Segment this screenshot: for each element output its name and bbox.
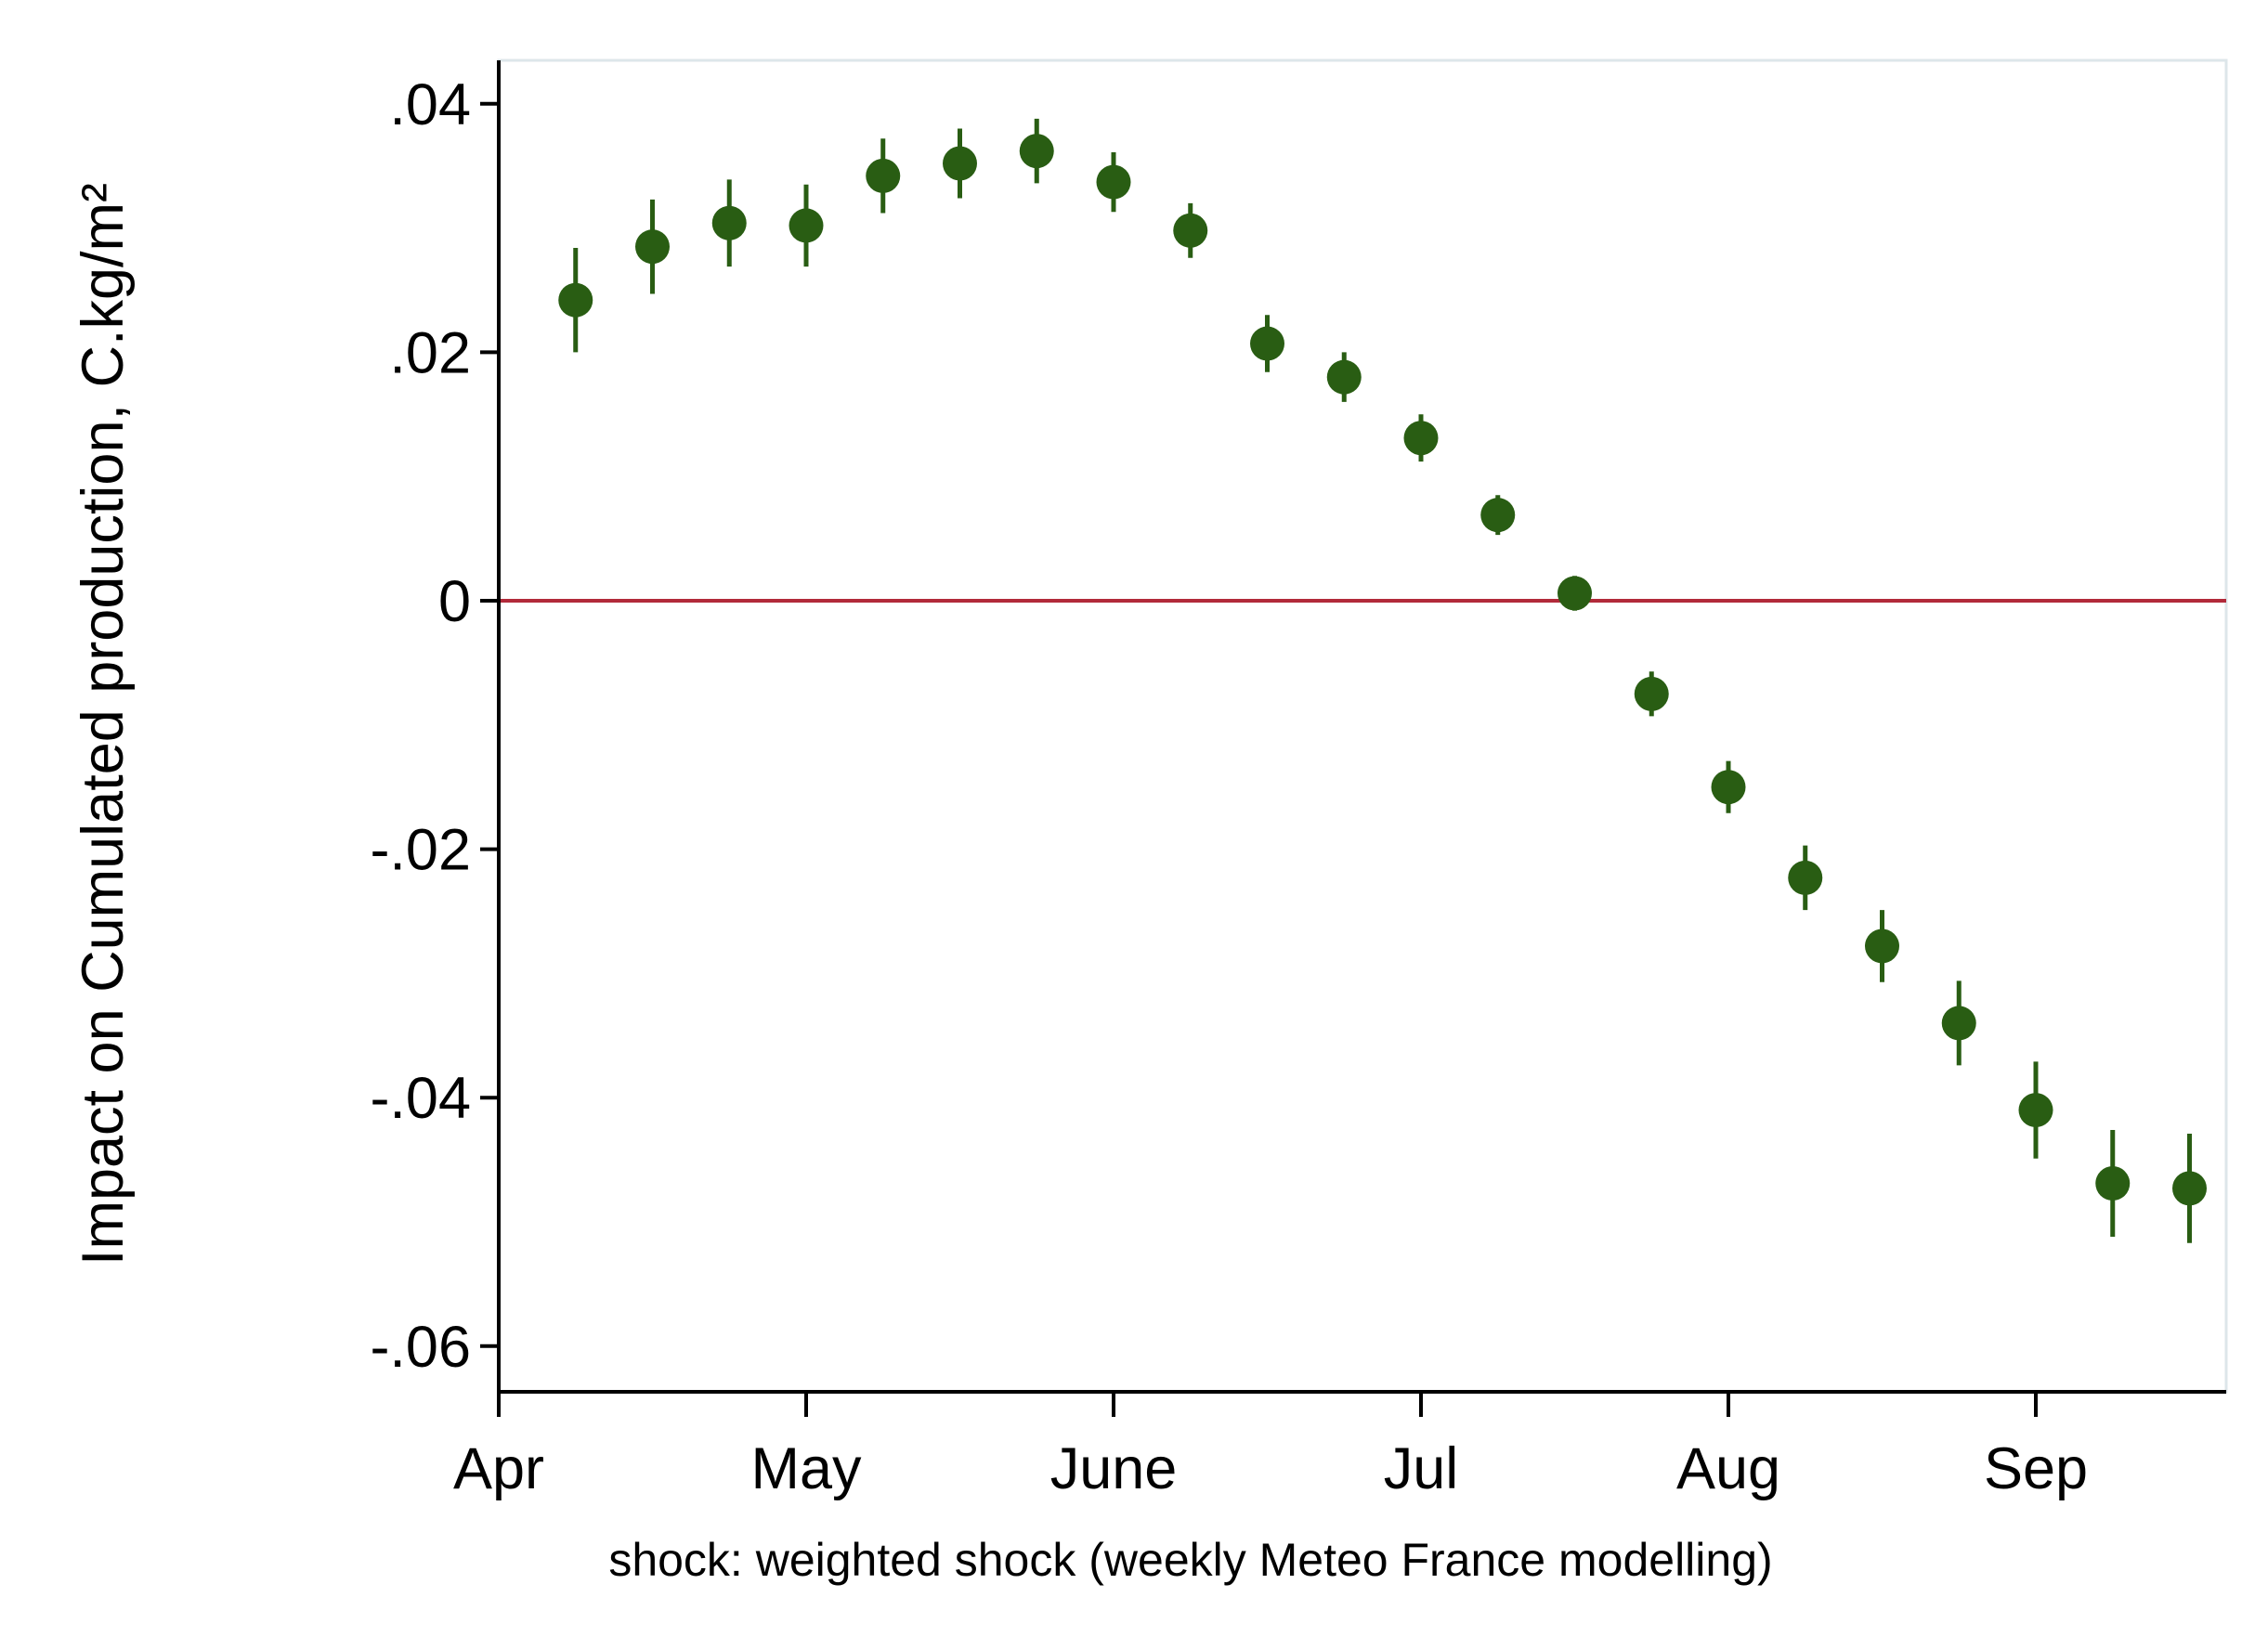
x-axis-title: shock: weighted shock (weekly Meteo Fran… [608,1534,1772,1586]
point-marker [635,229,670,265]
y-axis-title: Impact on Cumulated production, C.kg/m² [71,183,136,1266]
point-marker [558,282,593,318]
y-tick-label: .02 [389,320,471,385]
y-tick-label: -.02 [370,818,471,883]
y-tick-label: 0 [438,569,471,634]
point-marker [1558,576,1592,611]
x-axis-ticks: Apr May June Jul Aug Sep [453,1392,2088,1501]
y-tick-label: .04 [389,72,471,137]
point-marker [1711,770,1746,805]
x-tick-label: Apr [453,1436,544,1501]
point-marker [1788,860,1823,895]
x-tick-label: Sep [1984,1436,2088,1501]
point-marker [866,158,901,193]
point-marker [789,208,824,243]
point-marker [1403,421,1439,456]
point-marker [1019,134,1054,169]
y-tick-label: -.06 [370,1315,471,1380]
x-tick-label: Aug [1676,1436,1780,1501]
point-marker [1865,928,1899,964]
point-marker [1634,676,1669,711]
x-tick-label: June [1050,1436,1178,1501]
point-marker [1480,498,1516,533]
point-estimates [558,134,2207,1206]
point-marker [1096,164,1131,200]
point-marker [1941,1006,1976,1041]
point-marker [943,146,977,181]
y-tick-label: -.04 [370,1066,471,1131]
x-tick-label: Jul [1384,1436,1459,1501]
point-marker [1250,326,1284,361]
confidence-intervals [573,118,2192,1243]
point-marker [1173,213,1208,248]
point-marker [1326,359,1362,395]
point-marker [2172,1171,2207,1206]
plot-frame [497,58,2228,1394]
point-marker [2095,1166,2131,1201]
point-marker [2018,1093,2053,1128]
x-tick-label: May [750,1436,862,1501]
y-axis-ticks: .04 .02 0 -.02 -.04 -.06 [370,72,499,1380]
point-marker [711,205,747,240]
